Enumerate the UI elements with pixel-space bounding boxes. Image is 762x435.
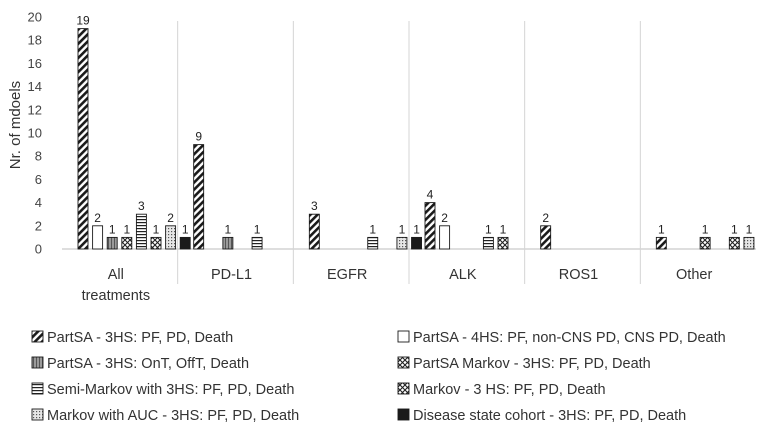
- bar: [77, 28, 89, 250]
- y-axis-label: Nr. of mdoels: [7, 81, 24, 169]
- data-label: 1: [123, 222, 130, 236]
- data-label: 1: [731, 222, 738, 236]
- data-label: 9: [195, 130, 202, 144]
- y-tick-label: 8: [35, 149, 42, 164]
- y-tick-label: 0: [35, 242, 42, 257]
- data-label: 1: [485, 222, 492, 236]
- data-label: 1: [369, 222, 376, 236]
- y-axis-ticks: 0 2 4 6 8 10 12 14 16 18 20: [28, 10, 42, 257]
- legend-swatch: [397, 356, 410, 369]
- category-labels: All treatments PD-L1 EGFR ALK ROS1 Other: [82, 267, 713, 304]
- legend-entry: Markov - 3 HS: PF, PD, Death: [413, 382, 606, 398]
- bar: [540, 225, 552, 250]
- data-label: 1: [109, 222, 116, 236]
- gridlines: [62, 21, 756, 284]
- bar: [699, 236, 711, 250]
- bar: [308, 213, 320, 250]
- y-tick-label: 2: [35, 218, 42, 233]
- y-tick-label: 20: [28, 10, 42, 25]
- legend-swatch: [31, 408, 44, 421]
- y-tick-label: 12: [28, 102, 42, 117]
- data-label: 2: [542, 211, 549, 225]
- y-tick-label: 4: [35, 195, 42, 210]
- bar: [135, 213, 147, 250]
- legend-swatch: [397, 382, 410, 395]
- bar: [92, 225, 104, 250]
- data-label: 1: [658, 222, 665, 236]
- legend-entry: PartSA Markov - 3HS: PF, PD, Death: [413, 356, 651, 372]
- legend-entry: PartSA - 3HS: OnT, OffT, Death: [47, 356, 249, 372]
- bar: [179, 236, 191, 250]
- category-label: ALK: [449, 267, 477, 283]
- data-label: 1: [153, 222, 160, 236]
- bar: [222, 236, 234, 250]
- data-label: 1: [254, 222, 261, 236]
- bar: [411, 236, 422, 250]
- legend-swatch: [31, 356, 44, 369]
- legend-entry: PartSA - 4HS: PF, non-CNS PD, CNS PD, De…: [413, 330, 726, 346]
- bar: [655, 236, 667, 250]
- category-label: EGFR: [327, 267, 367, 283]
- bar: [121, 236, 133, 250]
- y-tick-label: 6: [35, 172, 42, 187]
- category-label: treatments: [82, 288, 151, 304]
- data-label: 3: [311, 199, 318, 213]
- data-label: 1: [500, 222, 507, 236]
- data-label: 2: [167, 211, 174, 225]
- data-label: 1: [702, 222, 709, 236]
- bar: [743, 236, 755, 250]
- legend-swatch: [397, 330, 410, 343]
- data-label: 1: [413, 222, 420, 236]
- legend-entry: PartSA - 3HS: PF, PD, Death: [47, 330, 233, 346]
- bar: [497, 236, 509, 250]
- data-label: 3: [138, 199, 145, 213]
- bar: [728, 236, 740, 250]
- legend-entry: Markov with AUC - 3HS: PF, PD, Death: [47, 408, 299, 424]
- bar: [396, 236, 408, 250]
- data-label: 19: [76, 14, 90, 28]
- data-label: 1: [225, 222, 232, 236]
- y-tick-label: 16: [28, 56, 42, 71]
- legend: PartSA - 3HS: PF, PD, Death PartSA - 4HS:…: [31, 330, 726, 424]
- bar: [193, 144, 205, 250]
- legend-swatch: [31, 382, 44, 395]
- bar: [482, 236, 494, 250]
- data-label: 1: [182, 222, 189, 236]
- category-label: Other: [676, 267, 712, 283]
- bar: [165, 225, 177, 250]
- legend-swatch: [397, 408, 410, 421]
- bar: [439, 225, 451, 250]
- y-tick-label: 10: [28, 126, 42, 141]
- bar: [106, 236, 118, 250]
- bar: [150, 236, 162, 250]
- bar: [424, 202, 436, 250]
- bar: [251, 236, 263, 250]
- y-tick-label: 14: [28, 79, 42, 94]
- data-label: 2: [441, 211, 448, 225]
- data-label: 1: [746, 222, 753, 236]
- legend-swatch: [31, 330, 44, 343]
- y-tick-label: 18: [28, 33, 42, 48]
- legend-entry: Disease state cohort - 3HS: PF, PD, Deat…: [413, 408, 686, 424]
- category-label: PD-L1: [211, 267, 252, 283]
- bar: [367, 236, 379, 250]
- data-label: 2: [94, 211, 101, 225]
- category-label: All: [108, 267, 124, 283]
- data-label: 4: [427, 188, 434, 202]
- data-label: 1: [399, 222, 406, 236]
- category-label: ROS1: [559, 267, 599, 283]
- legend-entry: Semi-Markov with 3HS: PF, PD, Death: [47, 382, 294, 398]
